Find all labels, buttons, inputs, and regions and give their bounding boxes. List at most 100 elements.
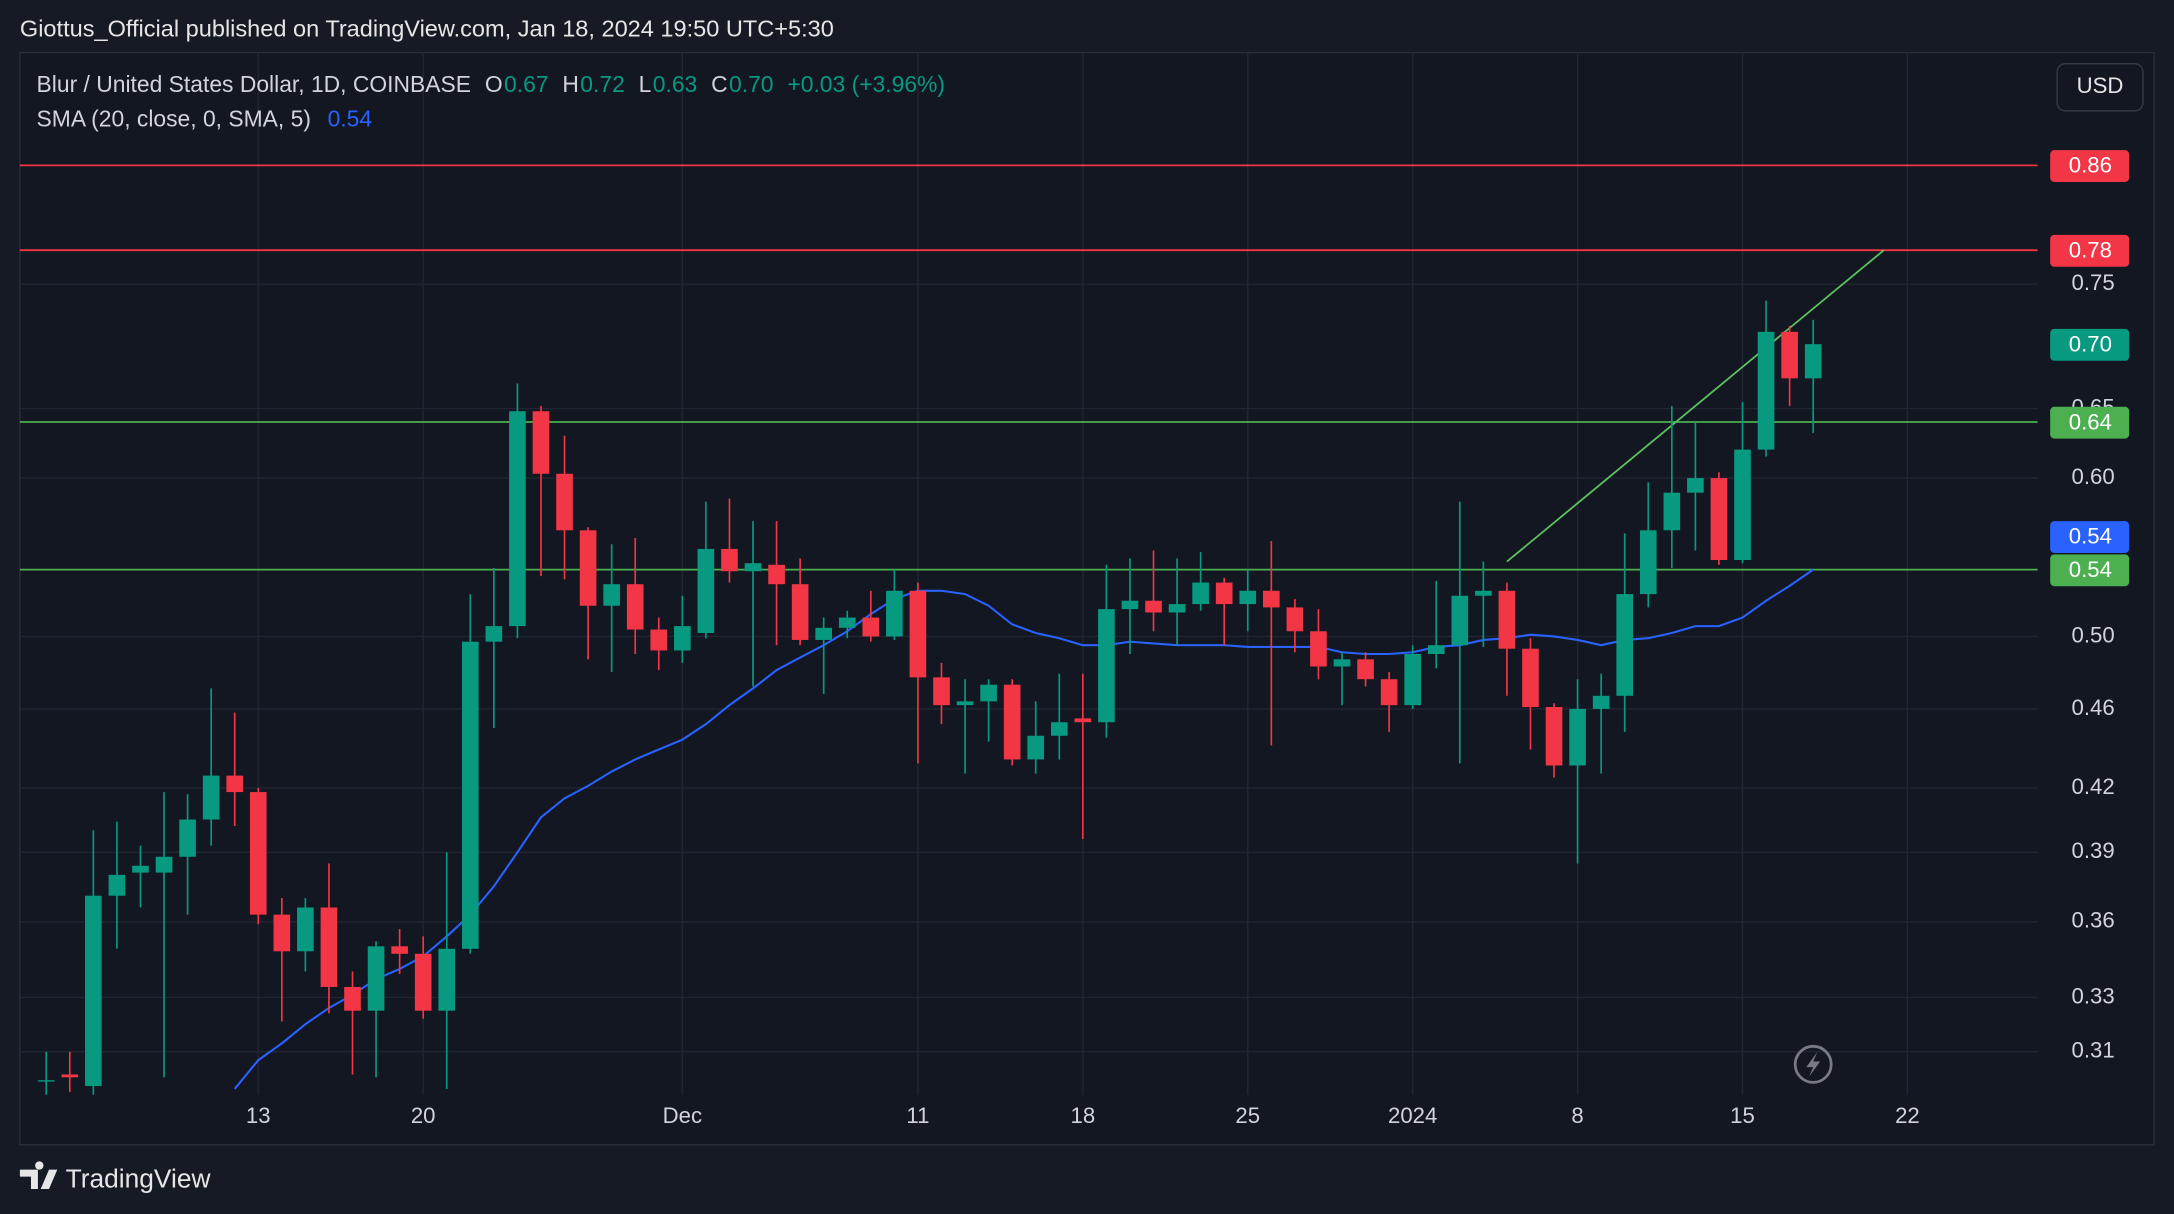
y-tick-label: 0.75 — [2072, 270, 2115, 295]
candle-body — [532, 411, 550, 474]
candle-body — [1663, 492, 1681, 531]
ohlc-value: 0.70 — [729, 71, 774, 97]
x-tick-label: Dec — [663, 1103, 702, 1128]
sma-legend: SMA (20, close, 0, SMA, 5) 0.54 — [37, 106, 373, 132]
candle-body — [1427, 645, 1445, 655]
sma-line — [233, 568, 1814, 1090]
candle-body — [815, 627, 833, 640]
candle-body — [1310, 631, 1327, 667]
candle-body — [1475, 590, 1492, 596]
candle-body — [61, 1074, 79, 1078]
ohlc-key: C — [711, 71, 728, 97]
ohlc-key: O — [485, 71, 503, 97]
price-tag — [2050, 150, 2130, 182]
candle-body — [1757, 331, 1775, 450]
candle-body — [37, 1080, 55, 1082]
price-tag-label: 0.54 — [2069, 557, 2112, 582]
candle-body — [273, 914, 291, 952]
y-tick-label: 0.31 — [2072, 1038, 2115, 1063]
y-tick-label: 0.36 — [2072, 908, 2115, 933]
candle-body — [1050, 722, 1068, 736]
candle-body — [721, 548, 738, 572]
candle-body — [1239, 590, 1257, 605]
candle-body — [320, 907, 338, 987]
candle-body — [367, 946, 385, 1011]
candle-body — [1215, 582, 1233, 605]
plot-layer — [19, 52, 2038, 1095]
candle-body — [108, 874, 126, 896]
candle-body — [414, 953, 432, 1011]
price-tag — [2050, 406, 2130, 439]
candle-body — [461, 641, 479, 949]
sma-name: SMA (20, close, 0, SMA, 5) — [37, 106, 311, 132]
candle-body — [1451, 595, 1469, 646]
candle-body — [1145, 600, 1162, 613]
candle-body — [556, 473, 573, 531]
brand-name: TradingView — [66, 1164, 212, 1194]
currency-button[interactable] — [2056, 63, 2144, 112]
candle-body — [297, 907, 314, 952]
sma-value: 0.54 — [328, 106, 373, 132]
replay-bolt[interactable] — [1806, 1051, 1821, 1077]
candle-body — [226, 775, 244, 793]
candle-body — [744, 563, 762, 572]
candle-body — [179, 819, 196, 857]
plot-area — [19, 52, 2038, 1095]
replay-circle[interactable] — [1793, 1044, 1833, 1084]
currency-label[interactable]: USD — [2077, 73, 2124, 98]
symbol-name: Blur / United States Dollar, 1D, COINBAS… — [37, 71, 472, 97]
candle-body — [391, 946, 408, 954]
candle-body — [1498, 590, 1516, 649]
candle-body — [1121, 600, 1139, 610]
x-tick-label: 8 — [1571, 1103, 1583, 1128]
x-tick-label: 11 — [906, 1103, 929, 1128]
candle-body — [1263, 590, 1280, 608]
candle-body — [1569, 708, 1586, 766]
symbol-legend: Blur / United States Dollar, 1D, COINBAS… — [37, 71, 945, 97]
candle-body — [1592, 695, 1610, 709]
x-tick-label: 20 — [411, 1103, 436, 1128]
price-tag — [2050, 328, 2130, 361]
candle-body — [579, 530, 597, 606]
price-tag-label: 0.86 — [2069, 153, 2112, 178]
candle-body — [509, 411, 526, 627]
candle-body — [697, 548, 715, 633]
candle-body — [249, 792, 267, 915]
candle-body — [674, 626, 691, 651]
price-tag — [2050, 554, 2130, 587]
price-tag-label: 0.54 — [2069, 524, 2112, 549]
candle-body — [603, 584, 620, 606]
candle-body — [956, 701, 974, 706]
y-tick-label: 0.42 — [2072, 774, 2115, 799]
price-tag-label: 0.70 — [2069, 331, 2112, 356]
candle-body — [1616, 594, 1634, 696]
candle-body — [1357, 659, 1374, 680]
candle-body — [85, 895, 102, 1087]
candle-body — [1710, 478, 1728, 561]
change-value: +0.03 (+3.96%) — [787, 71, 945, 97]
replay-icon[interactable] — [1793, 1044, 1833, 1084]
candle-body — [1404, 654, 1421, 706]
x-tick-label: 25 — [1235, 1103, 1260, 1128]
price-tag-label: 0.78 — [2069, 237, 2112, 262]
published-line: Giottus_Official published on TradingVie… — [20, 16, 834, 42]
candle-body — [438, 948, 456, 1011]
y-tick-label: 0.46 — [2072, 695, 2115, 720]
candle-body — [1168, 604, 1186, 613]
candle-body — [1804, 344, 1822, 379]
candle-body — [1286, 607, 1304, 632]
candle-body — [1545, 707, 1563, 766]
candle-body — [1639, 530, 1657, 595]
candle-body — [1192, 582, 1209, 605]
y-tick-label: 0.50 — [2072, 622, 2115, 647]
ohlc-key: H — [562, 71, 579, 97]
candle-body — [155, 856, 173, 873]
candle-body — [485, 626, 503, 642]
brand-logo: TradingView — [19, 1161, 212, 1194]
candle-body — [1098, 609, 1115, 723]
y-tick-label: 0.33 — [2072, 983, 2115, 1008]
brand-mark — [19, 1161, 58, 1190]
candle-body — [1333, 659, 1351, 667]
